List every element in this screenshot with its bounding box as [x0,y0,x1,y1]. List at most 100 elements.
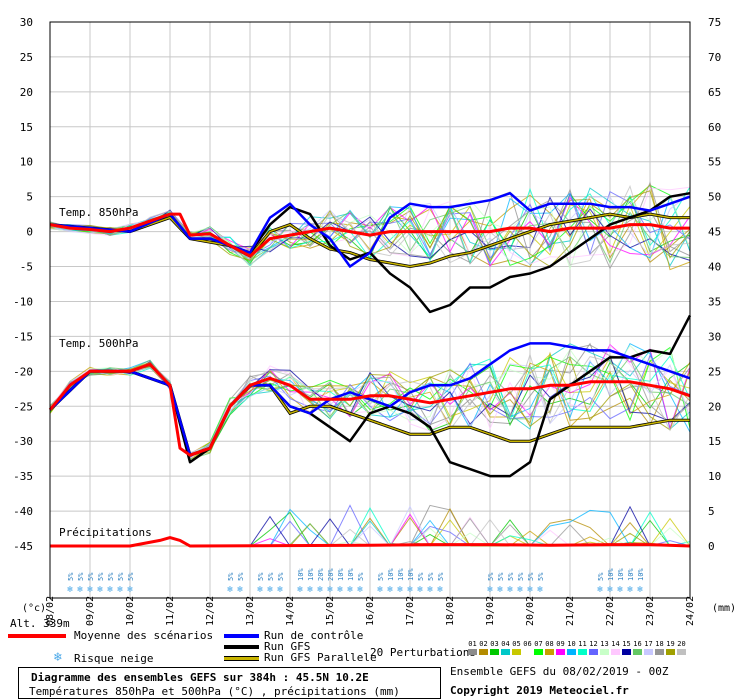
y-left-tick-label: -20 [13,365,33,378]
snowflake-icon: ❄ [297,585,303,595]
snow-risk-label: 10% [407,568,415,581]
snowflake-icon: ❄ [597,585,603,595]
x-tick-label: 14/02 [285,596,296,626]
snowflake-icon: ❄ [487,585,493,595]
snow-risk-label: 5% [537,572,545,581]
snow-risk-label: 5% [527,572,535,581]
x-tick-label: 19/02 [485,596,496,626]
snowflake-icon: ❄ [627,585,633,595]
snow-risk-label: 10% [337,568,345,581]
snowflake-icon: ❄ [617,585,623,595]
snowflake-icon: ❄ [387,585,393,595]
snow-risk-label: 10% [627,568,635,581]
y-right-tick-label: 45 [708,226,721,239]
snowflake-icon: ❄ [537,585,543,595]
snow-risk-label: 5% [267,572,275,581]
y-left-tick-label: -5 [20,261,33,274]
series-moyenne-des-sc-narios-t850 [49,212,690,258]
snowflake-icon: ❄ [97,585,103,595]
snow-risk-label: 10% [607,568,615,581]
snowflake-icon: ❄ [337,585,343,595]
y-left-tick-label: -40 [13,505,33,518]
y-right-tick-label: 0 [708,540,715,553]
y-left-tick-label: 25 [20,51,33,64]
y-right-tick-label: 75 [708,16,721,29]
snow-risk-label: 5% [597,572,605,581]
y-left-tick-label: 30 [20,16,33,29]
snowflake-icon: ❄ [307,585,313,595]
snow-risk-label: 10% [297,568,305,581]
snow-risk-label: 5% [227,572,235,581]
snowflake-icon: ❄ [87,585,93,595]
snow-risk-label: 5% [107,572,115,581]
snowflake-icon: ❄ [267,585,273,595]
panel-label: Temp. 850hPa [59,206,138,219]
x-tick-label: 12/02 [205,596,216,626]
snowflake-icon: ❄ [67,585,73,595]
snow-risk-label: 5% [67,572,75,581]
x-tick-label: 09/02 [85,596,96,626]
snow-risk-label: 5% [487,572,495,581]
snow-risk-label: 5% [127,572,135,581]
snow-risk-label: 5% [97,572,105,581]
series-moyenne-des-sc-narios-precip [50,536,691,548]
snowflake-icon: ❄ [607,585,613,595]
y-right-tick-label: 15 [708,435,721,448]
snowflake-icon: ❄ [257,585,263,595]
snow-risk-label: 5% [437,572,445,581]
y-left-tick-label: 10 [20,156,33,169]
y-left-tick-label: 15 [20,121,33,134]
x-tick-label: 24/02 [685,596,696,626]
snowflake-icon: ❄ [347,585,353,595]
x-corner-right-label: (mm) [712,603,736,614]
snow-risk-label: 20% [327,568,335,581]
snow-risk-label: 20% [317,568,325,581]
y-left-tick-label: 20 [20,86,33,99]
snow-risk-label: 5% [417,572,425,581]
y-left-tick-label: 5 [26,191,33,204]
snow-risk-label: 5% [237,572,245,581]
x-tick-label: 18/02 [445,596,456,626]
series-run-de-contr-le-t850 [49,191,691,268]
snowflake-icon: ❄ [327,585,333,595]
snow-risk-label: 5% [507,572,515,581]
snow-risk-label: 5% [87,572,95,581]
snowflake-icon: ❄ [417,585,423,595]
snowflake-icon: ❄ [317,585,323,595]
y-right-tick-label: 50 [708,191,721,204]
snowflake-icon: ❄ [227,585,233,595]
y-right-tick-label: 10 [708,470,721,483]
snowflake-icon: ❄ [507,585,513,595]
x-tick-label: 08/02 [45,596,56,626]
snowflake-icon: ❄ [277,585,283,595]
snowflake-icon: ❄ [377,585,383,595]
series-run-gfs-parallele-t850 [49,213,690,268]
y-right-tick-label: 40 [708,261,721,274]
snowflake-icon: ❄ [437,585,443,595]
snowflake-icon: ❄ [127,585,133,595]
y-right-tick-label: 20 [708,400,721,413]
snow-risk-label: 5% [497,572,505,581]
x-tick-label: 10/02 [125,596,136,626]
x-tick-label: 20/02 [525,596,536,626]
snow-risk-label: 5% [517,572,525,581]
snowflake-icon: ❄ [107,585,113,595]
y-right-tick-label: 5 [708,505,715,518]
y-left-tick-label: -30 [13,435,33,448]
snowflake-icon: ❄ [357,585,363,595]
snow-risk-label: 10% [617,568,625,581]
snow-risk-strip: 5%❄5%❄5%❄5%❄5%❄5%❄5%❄5%❄5%❄5%❄5%❄5%❄10%❄… [67,568,645,595]
snow-risk-label: 10% [387,568,395,581]
x-corner-label: (°c) [22,603,46,614]
y-left-tick-label: 0 [26,226,33,239]
panel-label: Temp. 500hPa [59,337,138,350]
snowflake-icon: ❄ [117,585,123,595]
y-right-tick-label: 65 [708,86,721,99]
x-tick-label: 11/02 [165,596,176,626]
snowflake-icon: ❄ [237,585,243,595]
y-right-tick-label: 55 [708,156,721,169]
snow-risk-label: 10% [347,568,355,581]
snowflake-icon: ❄ [637,585,643,595]
y-right-tick-label: 70 [708,51,721,64]
